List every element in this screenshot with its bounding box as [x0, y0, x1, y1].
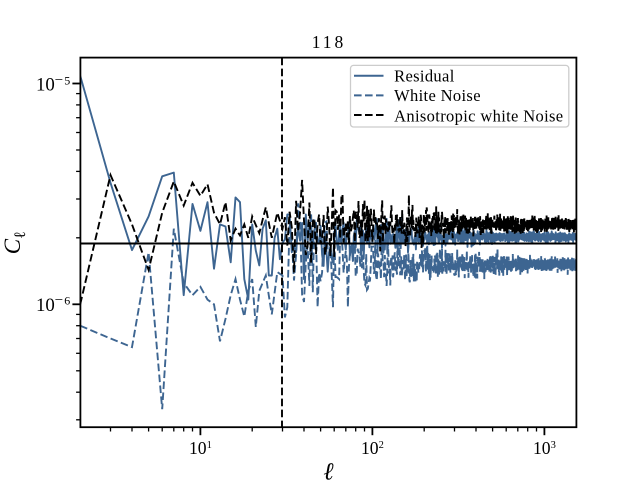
svg-text:101: 101 — [189, 438, 212, 458]
svg-text:ℓ: ℓ — [323, 458, 333, 480]
svg-text:White Noise: White Noise — [394, 86, 481, 105]
svg-text:118: 118 — [312, 32, 347, 52]
svg-text:Residual: Residual — [394, 67, 455, 86]
svg-text:103: 103 — [533, 438, 556, 458]
svg-text:Cℓ: Cℓ — [0, 231, 29, 254]
svg-text:102: 102 — [361, 438, 384, 458]
svg-text:Anisotropic white Noise: Anisotropic white Noise — [394, 106, 563, 125]
